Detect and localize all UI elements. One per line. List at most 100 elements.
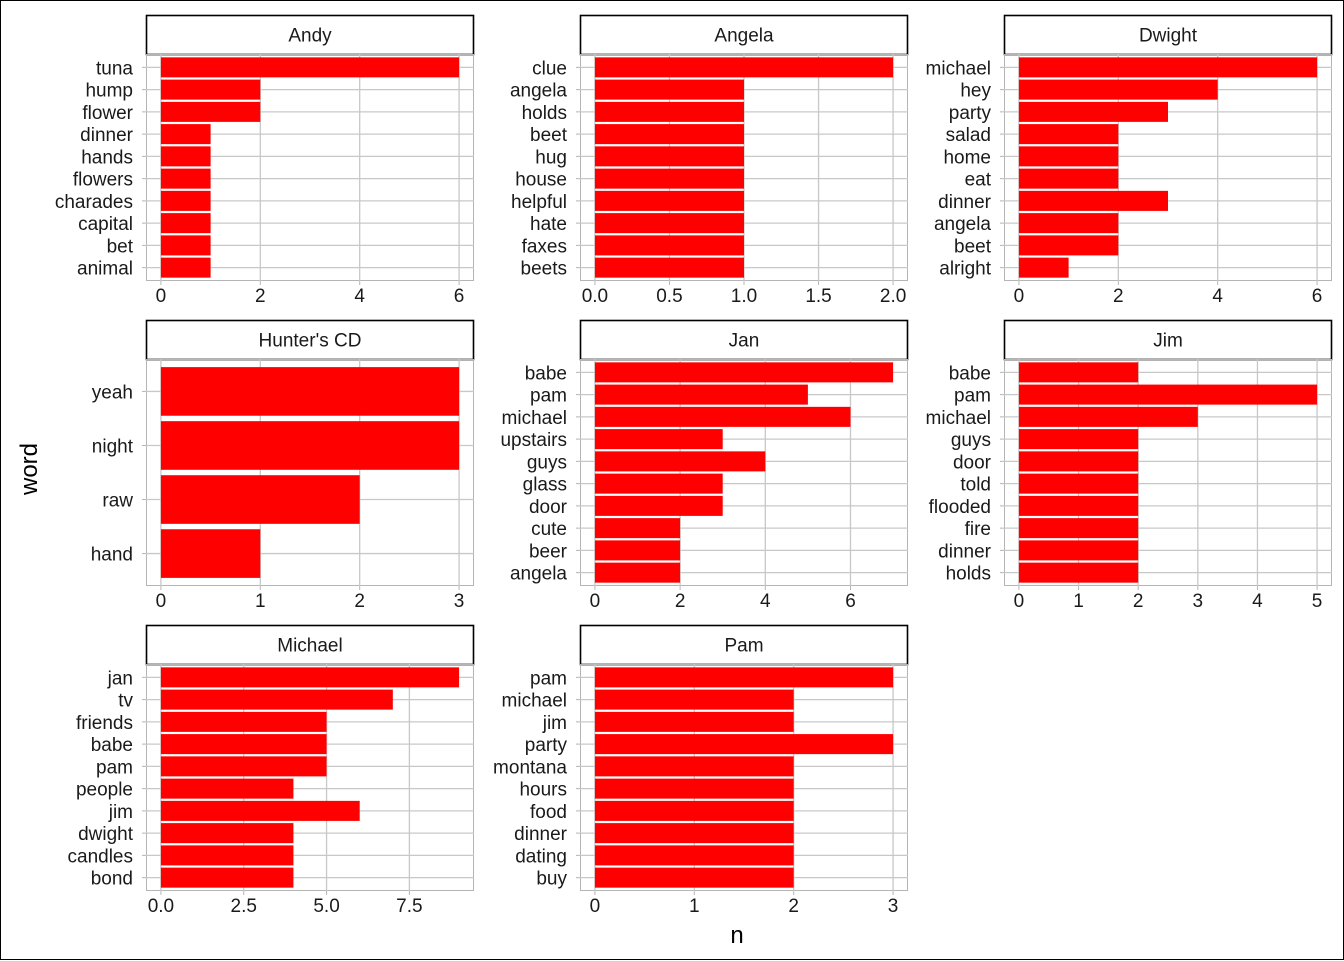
bar [594, 845, 794, 866]
y-tick-label: clue [532, 58, 567, 79]
y-tick-label: tv [118, 691, 133, 712]
y-tick-label: pam [530, 386, 567, 407]
y-tick-label: angela [510, 564, 567, 585]
bar [594, 823, 794, 844]
y-tick-label: hump [85, 81, 133, 102]
panel-border [580, 664, 908, 891]
y-tick-label: hate [530, 214, 567, 235]
y-tick-label: eat [965, 170, 992, 191]
y-tick-label: hand [91, 545, 133, 566]
y-tick-label: candles [68, 846, 134, 867]
bar [160, 845, 294, 866]
bar [594, 689, 794, 710]
y-tick-label: angela [934, 214, 991, 235]
y-tick-label: helpful [511, 192, 567, 213]
y-tick-label: cute [531, 519, 567, 540]
x-tick-label: 1 [255, 591, 266, 612]
bar [160, 101, 261, 122]
x-tick-label: 0 [1014, 286, 1025, 307]
facet-strip [1003, 14, 1333, 56]
y-tick-label: guys [951, 430, 991, 451]
bar [1018, 168, 1119, 189]
y-tick-label: bond [91, 869, 133, 890]
y-tick-label: yeah [92, 382, 133, 403]
x-tick-label: 0 [156, 591, 167, 612]
bar [594, 518, 681, 539]
y-tick-label: party [949, 103, 992, 124]
bar [594, 362, 894, 383]
bar [160, 756, 327, 777]
y-tick-label: door [953, 452, 992, 473]
facet-panel: Hunter's CD yeah night raw hand 0 1 2 3 [91, 319, 475, 612]
y-tick-label: michael [926, 408, 991, 429]
bar [594, 257, 744, 278]
y-tick-label: babe [91, 735, 133, 756]
facet-strip-label: Andy [288, 26, 332, 47]
facet-strip-label: Pam [724, 636, 763, 657]
y-tick-label: guys [527, 452, 567, 473]
facet-panel: Pam pammichaeljimpartymontanahoursfooddin… [493, 624, 909, 917]
y-tick-label: friends [76, 713, 133, 734]
x-tick-label: 1 [1073, 591, 1084, 612]
panel-border [580, 359, 908, 586]
y-tick-label: animal [77, 259, 133, 280]
x-tick-label: 3 [1193, 591, 1204, 612]
y-tick-label: dinner [80, 125, 133, 146]
bar [160, 124, 211, 145]
bar [160, 79, 261, 100]
x-tick-label: 2.5 [231, 896, 257, 917]
y-tick-label: hours [519, 780, 567, 801]
bar [1018, 57, 1318, 78]
bar [1018, 518, 1139, 539]
panel-border [146, 359, 474, 586]
y-tick-label: glass [523, 475, 567, 496]
y-tick-label: holds [946, 564, 991, 585]
y-tick-label: flower [82, 103, 133, 124]
bar [160, 475, 360, 524]
y-tick-label: michael [502, 691, 567, 712]
bar [160, 367, 460, 416]
bar [160, 168, 211, 189]
y-tick-label: pam [530, 668, 567, 689]
bar [160, 823, 294, 844]
bar [1018, 429, 1139, 450]
bar [160, 778, 294, 799]
y-tick-label: beets [521, 259, 567, 280]
bar [160, 800, 360, 821]
bar [594, 384, 808, 405]
facet-strip-label: Hunter's CD [259, 331, 362, 352]
x-tick-label: 1.0 [731, 286, 757, 307]
x-tick-label: 1 [689, 896, 700, 917]
panel-border [1004, 54, 1332, 281]
bar [594, 711, 794, 732]
bar [594, 124, 744, 145]
x-tick-label: 7.5 [396, 896, 422, 917]
x-tick-label: 1.5 [805, 286, 831, 307]
facet-panel: Michael jantvfriendsbabepampeoplejimdwigh… [68, 624, 475, 917]
bar [160, 734, 327, 755]
y-tick-label: door [529, 497, 568, 518]
x-tick-label: 0 [156, 286, 167, 307]
facet-strip [145, 14, 475, 56]
y-tick-label: house [515, 170, 567, 191]
bar [160, 213, 211, 234]
y-tick-label: michael [926, 58, 991, 79]
y-tick-label: night [92, 436, 134, 457]
y-tick-label: babe [949, 363, 991, 384]
y-tick-label: beet [954, 236, 992, 257]
y-tick-label: dinner [938, 192, 991, 213]
y-tick-label: beet [530, 125, 568, 146]
y-tick-label: people [76, 780, 133, 801]
x-tick-label: 0.0 [148, 896, 174, 917]
facet-strip-label: Jan [729, 331, 760, 352]
bar [594, 778, 794, 799]
facet-strip [1003, 319, 1333, 361]
facet-strip [145, 624, 475, 666]
facet-strip [579, 319, 909, 361]
bar [1018, 124, 1119, 145]
panel-border [146, 54, 474, 281]
y-tick-label: capital [78, 214, 133, 235]
x-tick-label: 6 [454, 286, 465, 307]
y-tick-label: michael [502, 408, 567, 429]
